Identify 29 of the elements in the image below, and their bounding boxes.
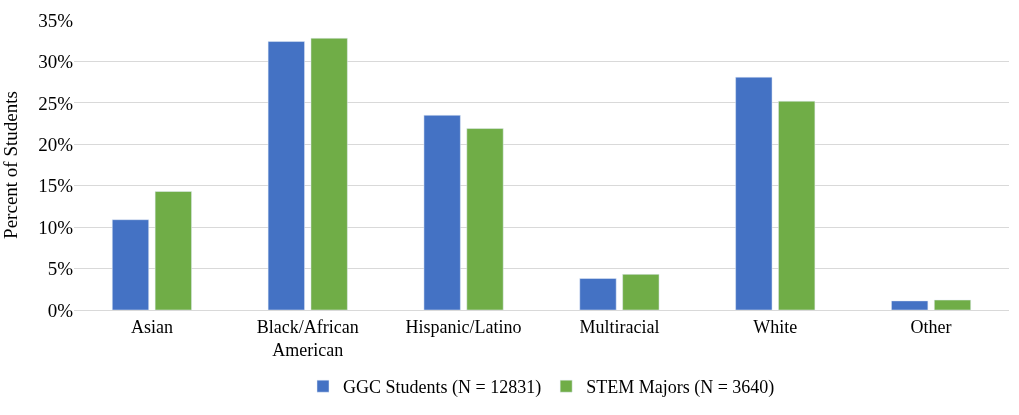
bar <box>579 278 617 310</box>
bar <box>267 41 305 310</box>
bar <box>891 300 929 310</box>
y-tick-label: 30% <box>38 51 74 73</box>
x-tick-label: Hispanic/Latino <box>405 316 522 337</box>
y-tick-label: 35% <box>38 9 74 31</box>
y-tick-label: 0% <box>47 299 74 321</box>
x-tick-label: Black/African American <box>256 316 359 360</box>
y-axis-title: Percent of Students <box>0 91 22 239</box>
x-tick-label: Other <box>910 316 952 337</box>
y-tick-label: 10% <box>38 216 74 238</box>
y-tick-label: 20% <box>38 133 74 155</box>
legend-label: GGC Students (N = 12831) <box>343 377 542 399</box>
bar <box>154 191 192 310</box>
x-tick-label: White <box>753 316 798 337</box>
legend-label: STEM Majors (N = 3640) <box>586 377 775 399</box>
x-tick-label: Multiracial <box>579 316 660 337</box>
x-tick-label: Asian <box>130 316 173 337</box>
bar <box>934 299 971 310</box>
bar <box>735 76 773 310</box>
bar <box>112 219 149 310</box>
y-tick-label: 15% <box>38 175 74 197</box>
bar <box>423 115 461 310</box>
bar <box>778 100 816 310</box>
bar <box>310 37 348 310</box>
bar <box>466 128 504 310</box>
y-tick-label: 25% <box>38 92 74 114</box>
y-tick-label: 5% <box>47 258 74 280</box>
bar <box>622 274 660 310</box>
